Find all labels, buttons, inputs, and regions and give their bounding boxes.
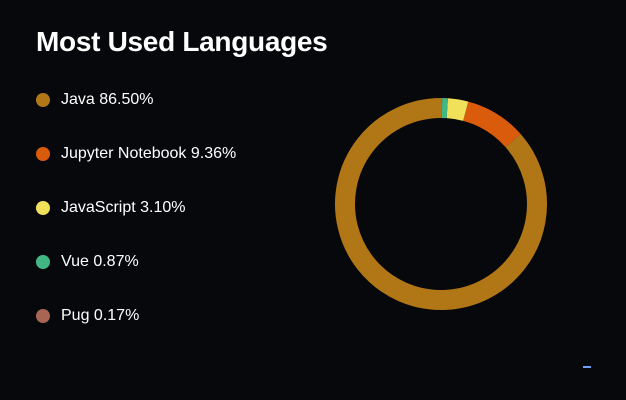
legend-value-pug: 0.17% [93,307,140,324]
legend-item-javascript: JavaScript 3.10% [36,196,236,220]
legend-item-jupyter-notebook: Jupyter Notebook 9.36% [36,142,236,166]
legend-swatch-java [36,93,50,107]
legend-label-vue: Vue 0.87% [61,253,139,271]
legend-swatch-javascript [36,201,50,215]
legend-name-java: Java [61,91,95,108]
legend-swatch-vue [36,255,50,269]
legend-swatch-jupyter-notebook [36,147,50,161]
legend-value-java: 86.50% [99,91,154,108]
donut-slice-java [335,98,547,310]
legend-value-jupyter-notebook: 9.36% [190,145,237,162]
chart-title: Most Used Languages [36,26,328,57]
legend-value-javascript: 3.10% [140,199,186,216]
legend-item-vue: Vue 0.87% [36,250,236,274]
legend-swatch-pug [36,309,50,323]
legend-label-pug: Pug 0.17% [61,307,139,325]
legend-item-pug: Pug 0.17% [36,304,236,328]
donut-slice-javascript [446,98,469,121]
legend-name-vue: Vue [61,253,89,270]
donut-slice-jupyter-notebook [462,101,521,148]
legend-label-javascript: JavaScript 3.10% [61,199,186,217]
corner-marker [583,366,591,368]
legend-label-jupyter-notebook: Jupyter Notebook 9.36% [61,145,236,163]
legend-item-java: Java 86.50% [36,88,236,112]
legend-value-vue: 0.87% [93,253,139,270]
legend: Java 86.50% Jupyter Notebook 9.36% JavaS… [36,88,236,358]
legend-name-pug: Pug [61,307,90,324]
donut-chart [335,98,547,310]
legend-name-jupyter-notebook: Jupyter Notebook [61,145,187,162]
legend-name-javascript: JavaScript [61,199,136,216]
legend-label-java: Java 86.50% [61,91,154,109]
